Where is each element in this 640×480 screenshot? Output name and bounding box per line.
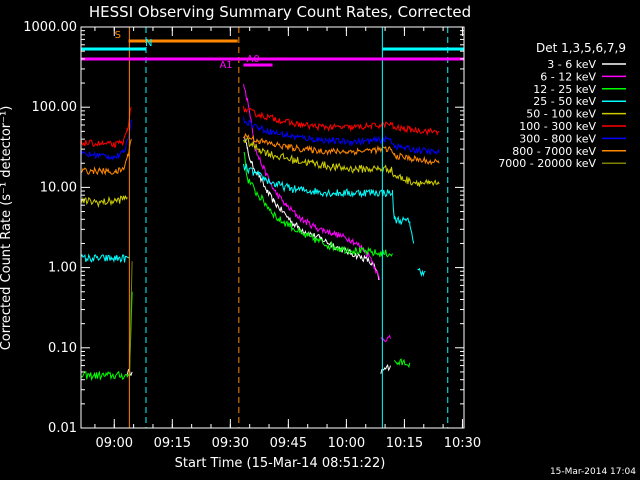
legend-label: 50 - 100 keV	[526, 108, 596, 121]
legend-label: 3 - 6 keV	[547, 58, 596, 71]
y-tick-label: 1.00	[48, 261, 77, 276]
series-line	[80, 136, 440, 209]
plot-frame	[80, 26, 465, 429]
legend-label: 300 - 800 keV	[519, 132, 596, 145]
y-tick-label: 0.10	[48, 341, 77, 356]
series-line	[80, 116, 440, 161]
legend-label: 800 - 7000 keV	[512, 145, 596, 158]
x-tick-label: 09:45	[270, 436, 307, 451]
x-tick-label: 09:30	[212, 436, 249, 451]
series-line	[80, 106, 440, 148]
y-tick-label: 100.00	[32, 100, 78, 115]
y-axis: 0.01 0.10 1.00 10.00 100.00 1000.00	[23, 20, 464, 436]
x-axis-label: Start Time (15-Mar-14 08:51:22)	[175, 456, 386, 471]
flag-label-s: S	[115, 30, 121, 41]
x-tick-label: 10:30	[444, 436, 481, 451]
footer-timestamp: 15-Mar-2014 17:04	[550, 467, 636, 477]
chart-title: HESSI Observing Summary Count Rates, Cor…	[89, 3, 471, 21]
legend-label: 6 - 12 keV	[540, 70, 596, 83]
legend-title: Det 1,3,5,6,7,9	[536, 41, 626, 55]
y-tick-label: 0.01	[48, 421, 77, 436]
y-tick-label: 10.00	[40, 180, 77, 195]
series-line	[80, 132, 440, 176]
x-tick-label: 09:00	[96, 436, 133, 451]
legend-label: 12 - 25 keV	[533, 83, 596, 96]
series-line	[80, 162, 426, 278]
legend-label: 25 - 50 keV	[533, 95, 596, 108]
x-tick-label: 09:15	[154, 436, 191, 451]
y-axis-label: Corrected Count Rate (s⁻¹ detector⁻¹)	[0, 106, 14, 351]
y-tick-label: 1000.00	[23, 20, 77, 35]
flag-label-n: N	[145, 38, 152, 49]
flag-label-a1: A1	[219, 60, 232, 71]
x-tick-label: 10:15	[386, 436, 423, 451]
marker-layer: SNA0A1	[81, 27, 464, 428]
series-line	[80, 152, 411, 382]
legend-label: 100 - 300 keV	[519, 120, 596, 133]
legend-label: 7000 - 20000 keV	[498, 157, 596, 170]
x-tick-label: 10:00	[328, 436, 365, 451]
x-axis: 09:00 09:15 09:30 09:45 10:00 10:15 10:30	[94, 27, 481, 451]
